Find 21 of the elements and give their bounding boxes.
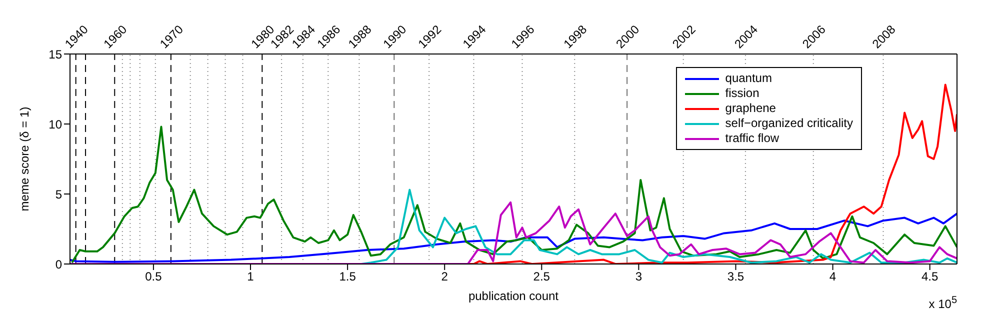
text: x 10$^{5}$ (928, 295, 957, 311)
legend-label: quantum (725, 71, 772, 86)
y-tick-label: 15 (48, 47, 62, 62)
x-tick-label: 1 (247, 270, 254, 284)
y-tick-label: 10 (48, 117, 62, 132)
x-tick-label: 0.5 (145, 270, 162, 284)
x-tick-label: 4 (829, 270, 836, 284)
legend-label: self−organized criticality (725, 116, 853, 131)
x-tick-label: 4.5 (921, 270, 938, 284)
y-tick-label: 5 (55, 187, 62, 202)
x-axis-title: publication count (468, 289, 560, 303)
legend-label: traffic flow (725, 131, 780, 146)
x-tick-label: 3.5 (727, 270, 744, 284)
legend-label: graphene (725, 101, 776, 116)
x-tick-label: 3 (635, 270, 642, 284)
y-axis-title: meme score (δ = 1) (17, 106, 32, 212)
x-tick-label: 1.5 (339, 270, 356, 284)
x-tick-label: 2 (441, 270, 448, 284)
x-tick-label: 2.5 (533, 270, 550, 284)
legend-label: fission (725, 86, 760, 101)
y-tick-label: 0 (55, 257, 62, 272)
